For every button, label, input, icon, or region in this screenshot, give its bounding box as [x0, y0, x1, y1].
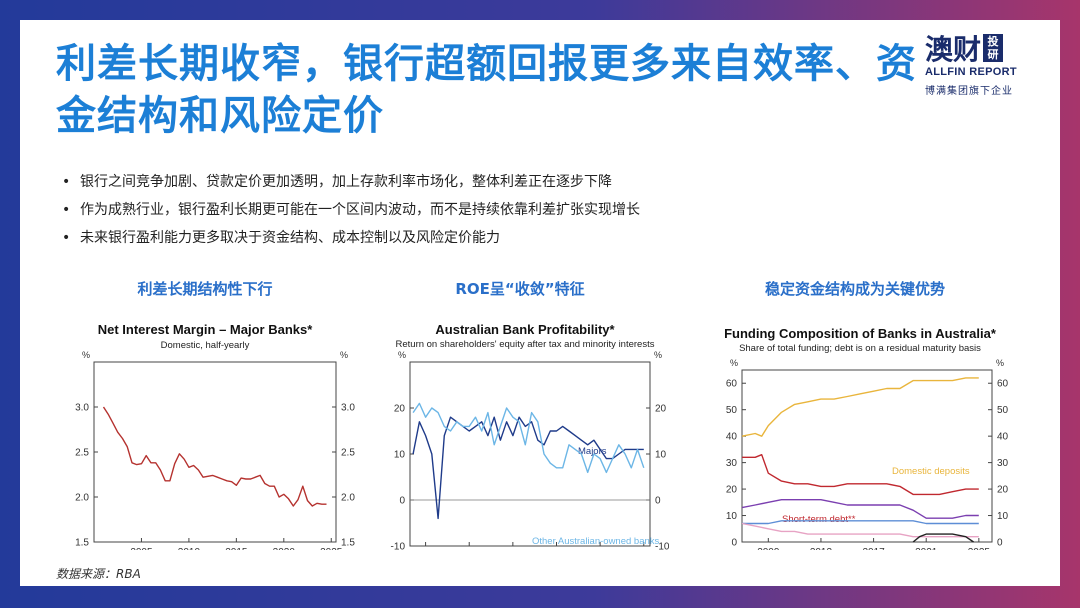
y-tick-label: 60	[726, 379, 738, 390]
logo-main: 澳财	[925, 33, 982, 66]
y-tick-label: 60	[997, 379, 1009, 390]
chart-title: Funding Composition of Banks in Australi…	[724, 326, 997, 341]
y-tick-label: 20	[997, 485, 1009, 496]
y-tick-label: 50	[726, 405, 738, 416]
chart-header-nim: 利差长期结构性下行	[137, 280, 273, 298]
logo-side: 投研	[983, 34, 1004, 62]
bullet-list: 银行之间竞争加剧、贷款定价更加透明，加上存款利率市场化，整体利差正在逐步下降 作…	[62, 168, 962, 252]
funding-chart: Funding Composition of Banks in Australi…	[724, 326, 1009, 550]
bullet-item: 作为成熟行业，银行盈利长期更可能在一个区间内波动，而不是持续依靠利差扩张实现增长	[62, 196, 962, 224]
y-tick-label: -10	[391, 542, 406, 551]
series-line	[741, 377, 979, 437]
y-tick-label: 40	[997, 432, 1009, 443]
chart-title: Australian Bank Profitability*	[435, 322, 615, 337]
series-line	[102, 406, 327, 507]
x-tick-label: 2015	[225, 547, 248, 550]
y-tick-label: 50	[997, 405, 1009, 416]
brand-logo: 澳财 投研 ALLFIN REPORT 博满集团旗下企业	[925, 34, 1045, 114]
series-label: Other Australian-owned banks	[532, 536, 660, 547]
logo-main-text: 澳财 投研	[925, 34, 1045, 66]
y-tick-label: 40	[726, 432, 738, 443]
series-line	[741, 498, 979, 519]
y-unit-right: %	[654, 350, 662, 360]
x-tick-label: 2005	[130, 547, 153, 550]
roe-chart: Australian Bank Profitability* Return on …	[391, 322, 670, 551]
y-unit-right: %	[996, 358, 1004, 368]
y-tick-label: -10	[655, 542, 670, 551]
y-tick-label: 3.0	[75, 403, 89, 414]
y-tick-label: 30	[997, 458, 1009, 469]
series-label: Majors	[578, 446, 607, 457]
y-tick-label: 0	[655, 496, 661, 507]
chart-subtitle: Return on shareholders' equity after tax…	[396, 339, 655, 350]
y-tick-label: 0	[399, 496, 405, 507]
y-tick-label: 2.5	[341, 448, 355, 459]
y-unit-left: %	[82, 350, 90, 360]
y-tick-label: 0	[997, 538, 1003, 549]
chart-subtitle: Share of total funding; debt is on a res…	[739, 343, 981, 354]
y-tick-label: 10	[997, 511, 1009, 522]
y-tick-label: 20	[655, 404, 667, 415]
series-line	[412, 416, 644, 520]
x-tick-label: 2017	[862, 547, 885, 550]
series-line	[741, 522, 979, 538]
logo-english: ALLFIN REPORT	[925, 66, 1017, 78]
chart-header-funding: 稳定资金结构成为关键优势	[764, 280, 945, 298]
y-tick-label: 10	[726, 511, 738, 522]
y-tick-label: 10	[394, 450, 406, 461]
y-unit-right: %	[340, 350, 348, 360]
bullet-item: 银行之间竞争加剧、贷款定价更加透明，加上存款利率市场化，整体利差正在逐步下降	[62, 168, 962, 196]
y-tick-label: 1.5	[341, 538, 355, 549]
x-tick-label: 2025	[320, 547, 343, 550]
y-tick-label: 20	[394, 404, 406, 415]
slide-title: 利差长期收窄，银行超额回报更多来自效率、资金结构和风险定价	[56, 41, 917, 139]
series-label: Domestic deposits	[892, 466, 970, 477]
y-tick-label: 0	[731, 538, 737, 549]
source-note: 数据来源：RBA	[56, 567, 141, 581]
plot-frame	[741, 369, 993, 543]
y-unit-left: %	[398, 350, 406, 360]
y-tick-label: 10	[655, 450, 667, 461]
nim-chart: Net Interest Margin – Major Banks* Domest…	[75, 322, 355, 550]
y-tick-label: 3.0	[341, 403, 355, 414]
y-unit-left: %	[730, 358, 738, 368]
series-line	[912, 533, 974, 543]
slide: 利差长期收窄，银行超额回报更多来自效率、资金结构和风险定价 澳财 投研 ALLFI…	[20, 20, 1060, 586]
bullet-item: 未来银行盈利能力更多取决于资金结构、成本控制以及风险定价能力	[62, 224, 962, 252]
logo-chinese: 博满集团旗下企业	[925, 86, 1013, 97]
chart-subtitle: Domestic, half-yearly	[161, 340, 250, 351]
x-tick-label: 2021	[915, 547, 938, 550]
x-tick-label: 2009	[757, 547, 780, 550]
series-line	[742, 520, 979, 525]
y-tick-label: 2.0	[75, 493, 89, 504]
y-tick-label: 2.5	[75, 448, 89, 459]
y-tick-label: 1.5	[75, 538, 89, 549]
plot-frame	[93, 361, 337, 543]
x-tick-label: 2013	[810, 547, 833, 550]
chart-header-roe: ROE呈“收敛”特征	[455, 280, 585, 298]
y-tick-label: 20	[726, 485, 738, 496]
series-line	[742, 453, 979, 496]
y-tick-label: 30	[726, 458, 738, 469]
x-tick-label: 2025	[968, 547, 991, 550]
y-tick-label: 2.0	[341, 493, 355, 504]
series-line	[412, 402, 645, 474]
chart-title: Net Interest Margin – Major Banks*	[98, 322, 313, 337]
series-label: Short-term debt**	[782, 514, 856, 525]
